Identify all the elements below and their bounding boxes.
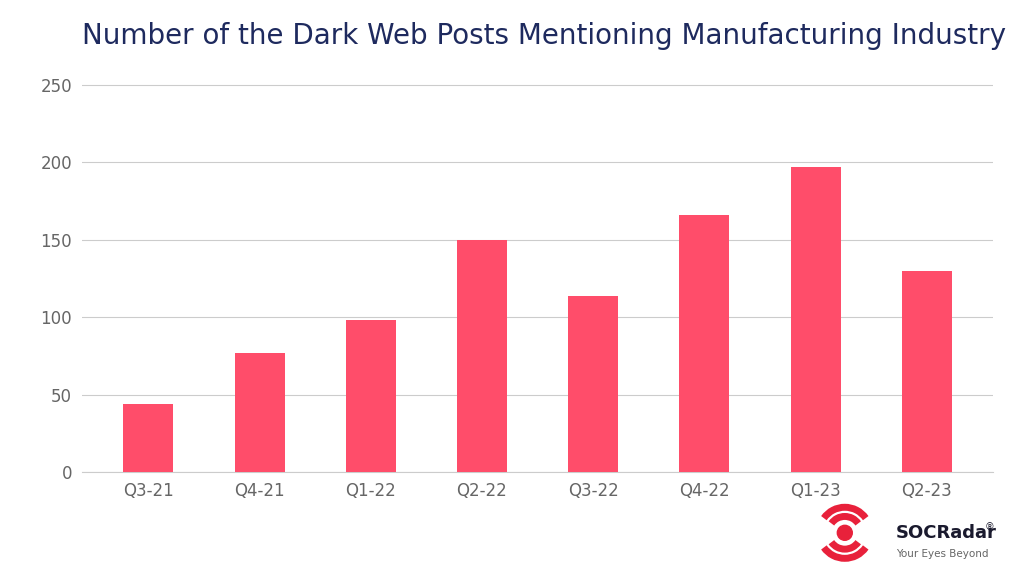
Bar	[791, 167, 841, 472]
Text: Your Eyes Beyond: Your Eyes Beyond	[896, 549, 988, 559]
Text: Number of the Dark Web Posts Mentioning Manufacturing Industry: Number of the Dark Web Posts Mentioning …	[82, 22, 1006, 50]
Bar	[123, 404, 173, 472]
Bar	[902, 271, 952, 472]
Text: ®: ®	[985, 522, 995, 532]
Bar	[346, 320, 396, 472]
Bar	[457, 240, 507, 472]
Text: SOCRadar: SOCRadar	[896, 524, 997, 542]
Bar	[234, 353, 285, 472]
Bar	[568, 295, 618, 472]
Circle shape	[838, 525, 852, 540]
Bar	[679, 215, 729, 472]
